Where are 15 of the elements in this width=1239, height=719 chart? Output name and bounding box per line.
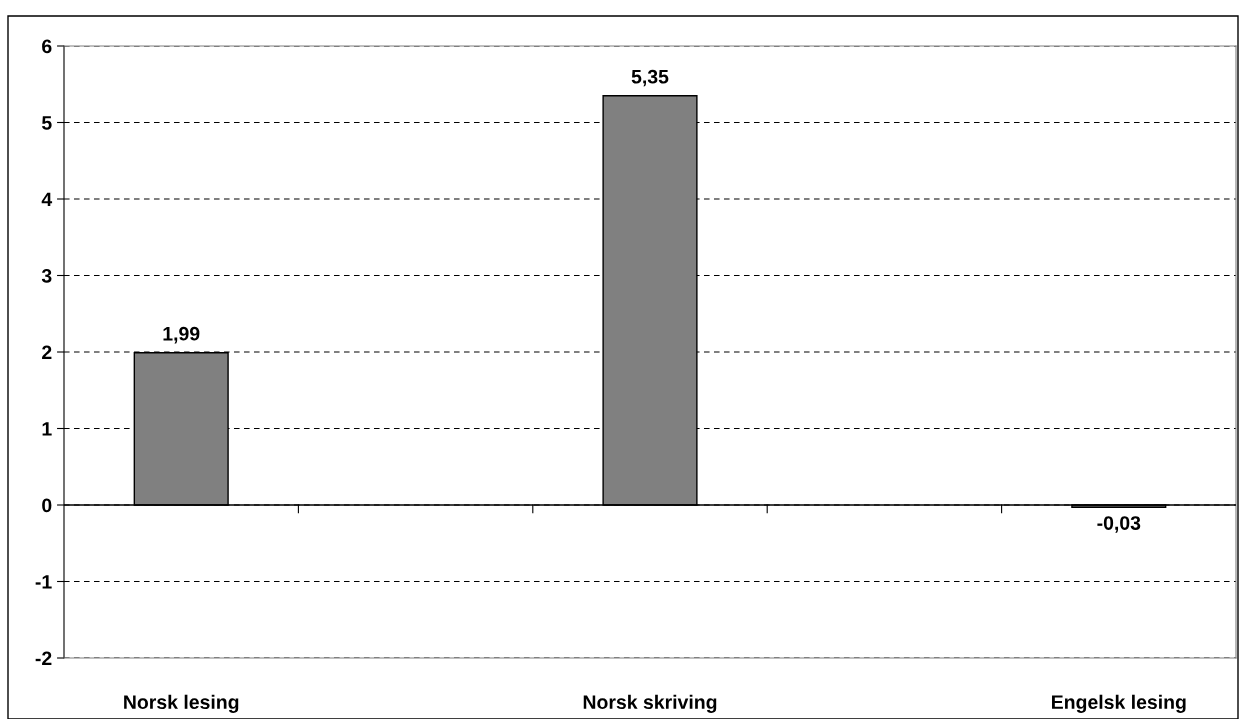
y-tick-label: 5 xyxy=(41,116,52,130)
y-tick-label: 3 xyxy=(41,268,52,283)
y-tick-label: -2 xyxy=(35,651,52,666)
x-tick-label: Norsk skriving xyxy=(583,694,717,713)
y-tick-label: -1 xyxy=(35,575,52,589)
y-tick-label: 1 xyxy=(42,422,52,436)
y-tick-label: 6 xyxy=(42,39,52,54)
data-label: -0,03 xyxy=(1097,516,1141,533)
y-tick-label: 0 xyxy=(42,498,52,513)
x-tick-label: Norsk lesing xyxy=(124,694,239,713)
data-label: 5,35 xyxy=(631,69,669,87)
data-label: 1,99 xyxy=(163,326,200,344)
x-tick-label: Engelsk lesing xyxy=(1052,694,1186,713)
y-tick-label: 4 xyxy=(41,192,53,207)
y-tick-label: 2 xyxy=(42,345,52,360)
